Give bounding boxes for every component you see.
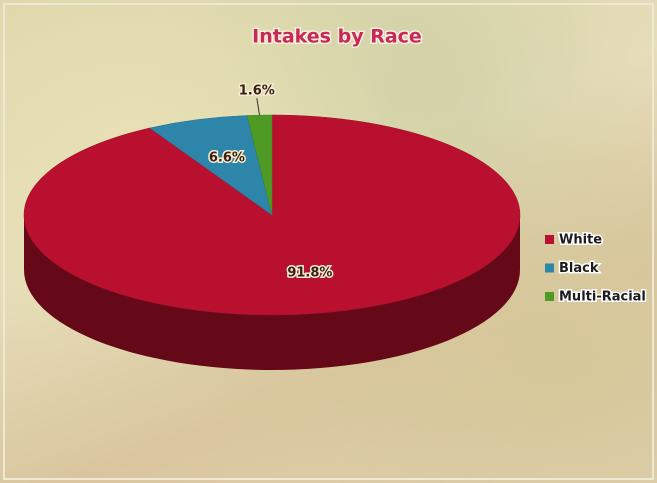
legend-label: White [559,233,602,248]
legend-swatch [545,292,554,301]
chart-frame [3,3,654,480]
pie-slice [246,114,273,216]
pie-side [24,215,520,370]
chart-title: Intakes by Race [252,26,422,48]
legend-swatch [545,263,554,273]
legend-label: Black [559,261,599,276]
leader-line [256,98,261,116]
data-label: 6.6% [209,150,245,165]
data-label: 91.8% [287,266,332,281]
legend-label: Multi-Racial [559,290,646,305]
data-label: 1.6% [239,84,275,99]
legend-swatch [545,235,554,244]
